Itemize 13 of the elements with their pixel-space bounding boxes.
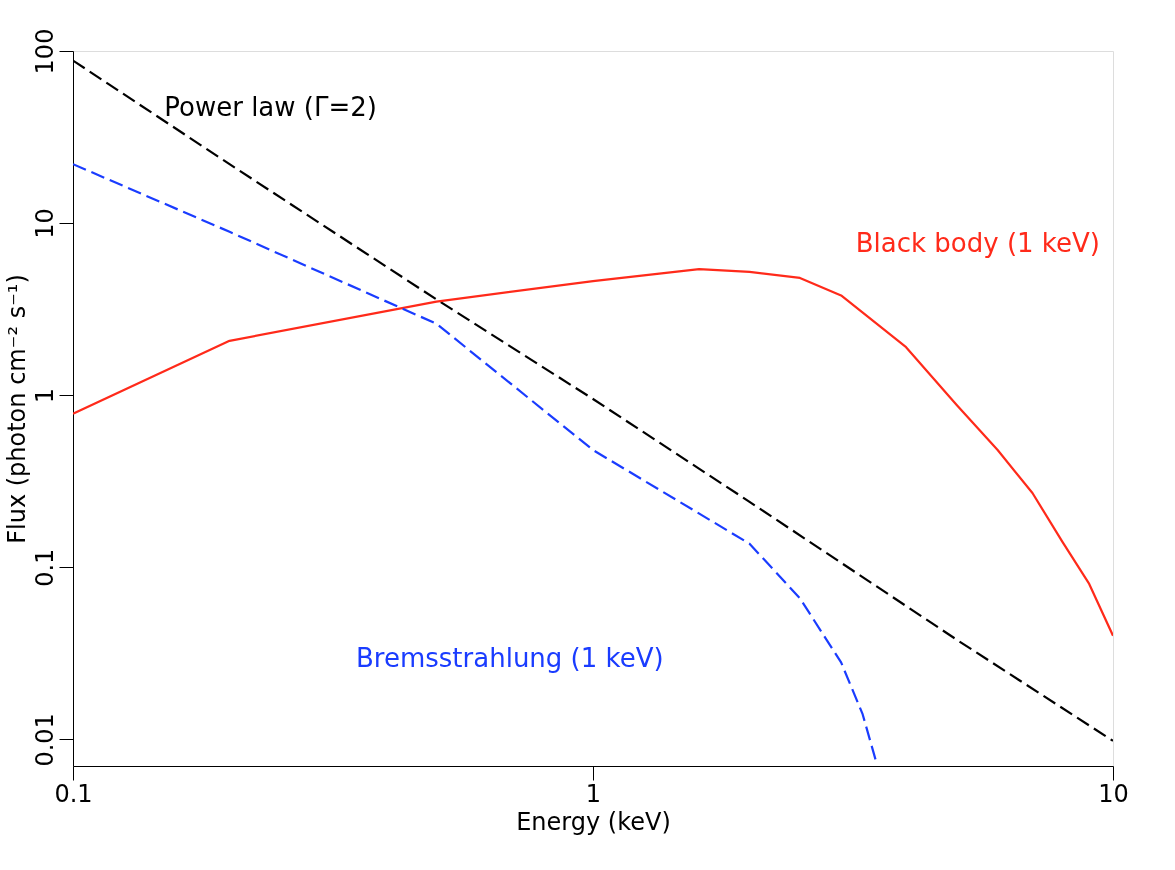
x-tick-label: 10 [1098,779,1129,808]
text: Bremsstrahlung (1 keV) [355,642,664,673]
series-label: Black body (1 keV) [855,228,1100,259]
y-tick-label: 100 [30,28,59,75]
y-tick-label: 1 [30,388,59,404]
y-axis-title: Flux (photon cm⁻² s⁻¹) [2,274,31,544]
x-tick-label: 1 [585,779,602,808]
series-label: Power law (Γ=2) [164,92,377,123]
y-tick-label: 10 [30,208,59,239]
x-axis-title: Energy (keV) [516,807,671,836]
x-tick-label: 0.1 [54,779,93,808]
y-tick-label: 0.1 [30,548,59,587]
y-tick-label: 0.01 [30,713,59,767]
